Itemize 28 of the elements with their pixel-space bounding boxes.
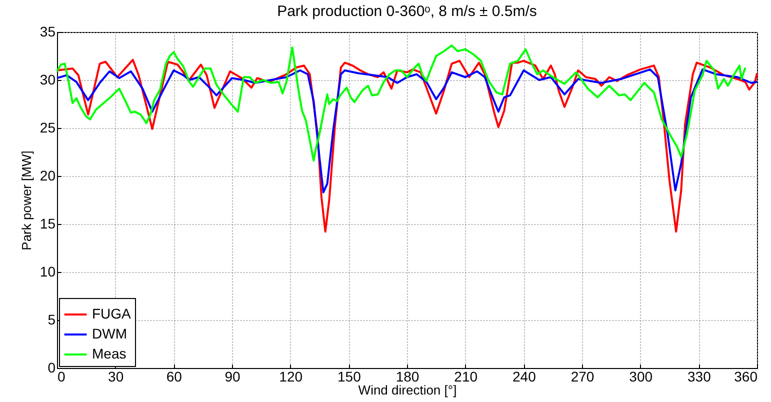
x-tick-label: 30 [108,368,124,384]
legend-label: FUGA [92,306,132,322]
legend-label: Meas [92,346,126,362]
x-tick-label: 360 [734,368,758,384]
x-tick-label: 330 [687,368,712,384]
x-tick-label: 60 [166,368,182,384]
line-series [56,44,746,162]
y-tick-label: 5 [48,312,56,328]
x-tick-label: 90 [224,368,240,384]
y-tick-label: 35 [40,24,56,40]
y-axis-title: Park power [MW] [18,150,34,250]
chart-title: Park production 0-360ᵒ, 8 m/s ± 0.5m/s [277,3,537,20]
line-series [56,58,758,233]
y-tick-label: 25 [40,120,56,136]
y-tick-label: 30 [40,72,56,88]
x-tick-label: 300 [629,368,653,384]
x-tick-label: 210 [454,368,478,384]
y-tick-label: 10 [40,264,56,280]
x-tick-label: 270 [570,368,594,384]
x-tick-label: 240 [512,368,536,384]
y-tick-label: 15 [40,216,56,232]
legend-label: DWM [92,326,127,342]
line-series [56,68,758,194]
y-tick-label: 20 [40,168,56,184]
x-tick-label: 150 [337,368,362,384]
x-tick-label: 120 [279,368,303,384]
x-tick-label: 180 [396,368,420,384]
x-axis-title: Wind direction [°] [358,382,457,398]
